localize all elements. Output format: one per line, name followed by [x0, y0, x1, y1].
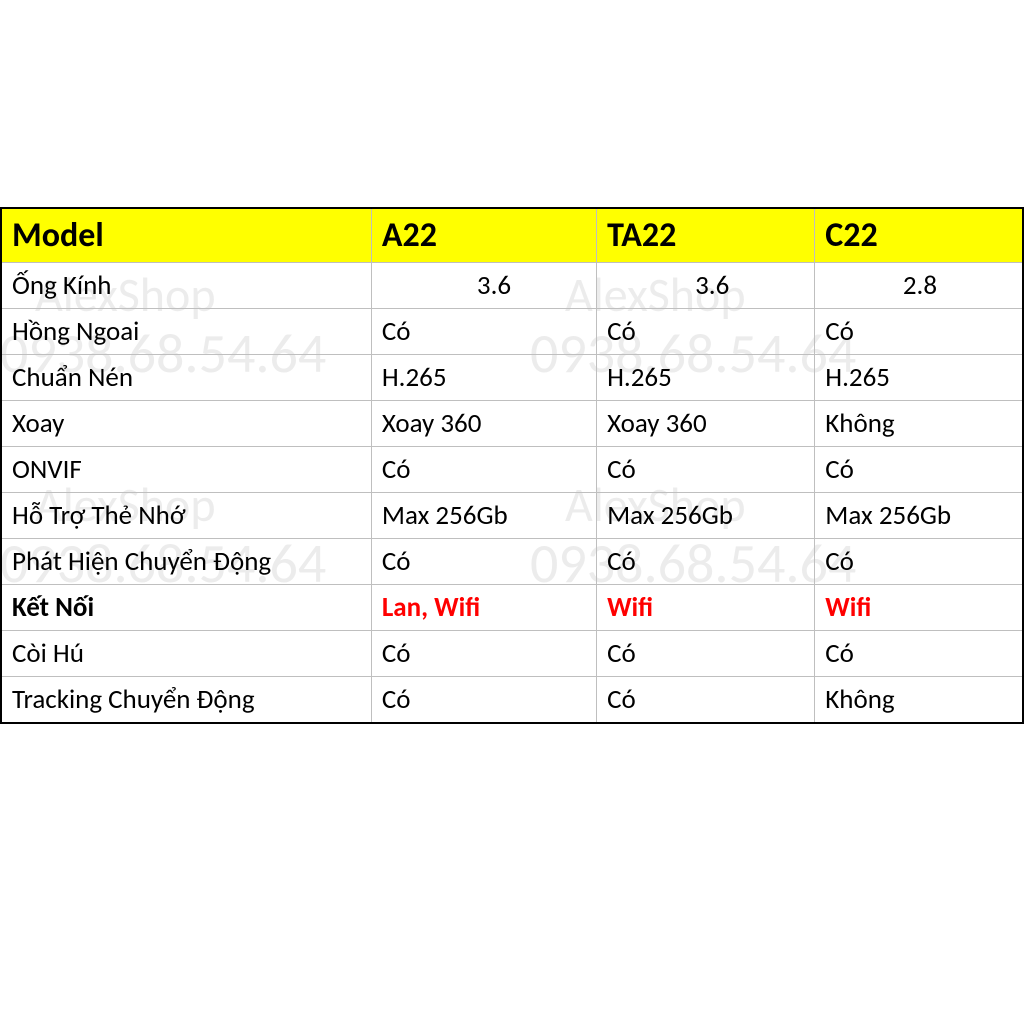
table-cell: Có: [371, 309, 596, 355]
header-c22: C22: [815, 208, 1023, 263]
table-row: Còi HúCóCóCó: [1, 631, 1023, 677]
row-label: Hỗ Trợ Thẻ Nhớ: [1, 493, 371, 539]
table-cell: Max 256Gb: [815, 493, 1023, 539]
table-cell: Có: [597, 539, 815, 585]
table-row: ONVIFCóCóCó: [1, 447, 1023, 493]
table-cell: Có: [371, 539, 596, 585]
table-cell: Có: [815, 539, 1023, 585]
table-cell: Có: [371, 677, 596, 724]
table-cell: Không: [815, 677, 1023, 724]
table-cell: H.265: [815, 355, 1023, 401]
header-model: Model: [1, 208, 371, 263]
table-cell: Có: [371, 447, 596, 493]
table-cell: Wifi: [597, 585, 815, 631]
table-cell: Có: [815, 631, 1023, 677]
table-row: Tracking Chuyển ĐộngCóCóKhông: [1, 677, 1023, 724]
table-cell: Lan, Wifi: [371, 585, 596, 631]
table-cell: 3.6: [597, 263, 815, 309]
table-cell: 2.8: [815, 263, 1023, 309]
table-row: Kết NốiLan, WifiWifiWifi: [1, 585, 1023, 631]
comparison-table-wrapper: Model A22 TA22 C22 Ống Kính3.63.62.8Hồng…: [0, 207, 1024, 724]
table-cell: 3.6: [371, 263, 596, 309]
table-cell: Có: [815, 309, 1023, 355]
table-cell: Max 256Gb: [597, 493, 815, 539]
table-row: Chuẩn NénH.265H.265H.265: [1, 355, 1023, 401]
comparison-table: Model A22 TA22 C22 Ống Kính3.63.62.8Hồng…: [0, 207, 1024, 724]
table-cell: Xoay 360: [371, 401, 596, 447]
table-cell: Có: [597, 309, 815, 355]
table-row: Phát Hiện Chuyển ĐộngCóCóCó: [1, 539, 1023, 585]
row-label: Hồng Ngoai: [1, 309, 371, 355]
table-row: Hồng NgoaiCóCóCó: [1, 309, 1023, 355]
row-label: Phát Hiện Chuyển Động: [1, 539, 371, 585]
table-cell: Có: [371, 631, 596, 677]
row-label: Còi Hú: [1, 631, 371, 677]
table-header-row: Model A22 TA22 C22: [1, 208, 1023, 263]
row-label: Tracking Chuyển Động: [1, 677, 371, 724]
table-cell: Không: [815, 401, 1023, 447]
row-label: ONVIF: [1, 447, 371, 493]
table-cell: Có: [815, 447, 1023, 493]
header-a22: A22: [371, 208, 596, 263]
table-row: Hỗ Trợ Thẻ NhớMax 256GbMax 256GbMax 256G…: [1, 493, 1023, 539]
row-label: Ống Kính: [1, 263, 371, 309]
row-label: Chuẩn Nén: [1, 355, 371, 401]
table-cell: H.265: [371, 355, 596, 401]
table-cell: Wifi: [815, 585, 1023, 631]
table-cell: Có: [597, 677, 815, 724]
table-cell: Có: [597, 631, 815, 677]
header-ta22: TA22: [597, 208, 815, 263]
table-cell: Có: [597, 447, 815, 493]
table-row: XoayXoay 360Xoay 360Không: [1, 401, 1023, 447]
row-label: Kết Nối: [1, 585, 371, 631]
table-cell: Xoay 360: [597, 401, 815, 447]
table-cell: Max 256Gb: [371, 493, 596, 539]
table-row: Ống Kính3.63.62.8: [1, 263, 1023, 309]
row-label: Xoay: [1, 401, 371, 447]
table-cell: H.265: [597, 355, 815, 401]
